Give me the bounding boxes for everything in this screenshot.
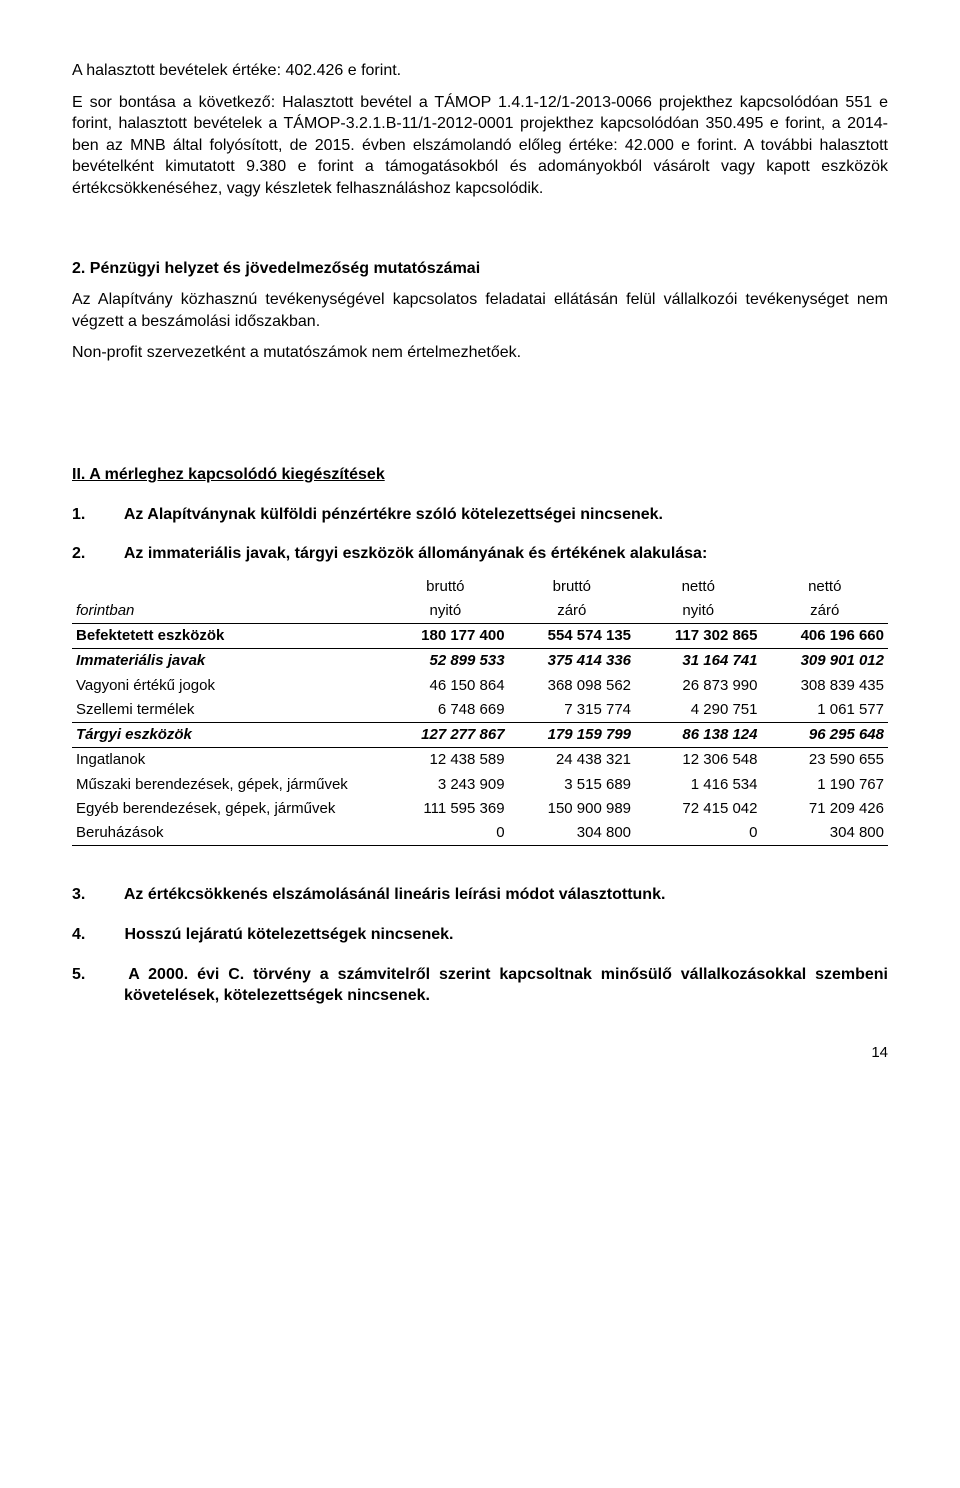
row-value: 0 [382,821,508,846]
row-label: Szellemi termélek [72,698,382,723]
row-label: Beruházások [72,821,382,846]
item-II-5-text: A 2000. évi C. törvény a számvitelről sz… [124,966,888,1005]
item-II-4: 4. Hosszú lejáratú kötelezettségek nincs… [98,924,888,946]
row-value: 3 515 689 [509,773,635,797]
item-II-5: 5. A 2000. évi C. törvény a számvitelről… [98,964,888,1007]
item-number: 3. [98,884,120,906]
row-label: Tárgyi eszközök [72,723,382,748]
row-value: 24 438 321 [509,748,635,773]
col-hdr-brutto2: bruttó [509,575,635,599]
row-value: 72 415 042 [635,797,761,821]
item-number: 5. [98,964,120,986]
row-value: 368 098 562 [509,674,635,698]
unit-label: forintban [72,599,382,624]
row-value: 308 839 435 [762,674,889,698]
row-value: 127 277 867 [382,723,508,748]
row-value: 304 800 [762,821,889,846]
row-value: 46 150 864 [382,674,508,698]
paragraph-3: Az Alapítvány közhasznú tevékenységével … [72,289,888,332]
col-hdr-brutto1: bruttó [382,575,508,599]
row-value: 7 315 774 [509,698,635,723]
row-value: 304 800 [509,821,635,846]
row-value: 309 901 012 [762,649,889,674]
table-row: Szellemi termélek6 748 6697 315 7744 290… [72,698,888,723]
row-value: 179 159 799 [509,723,635,748]
item-number: 2. [98,543,120,565]
table-row: Befektetett eszközök180 177 400554 574 1… [72,624,888,649]
paragraph-1: A halasztott bevételek értéke: 402.426 e… [72,60,888,82]
row-value: 96 295 648 [762,723,889,748]
table-row: Vagyoni értékű jogok46 150 864368 098 56… [72,674,888,698]
row-value: 117 302 865 [635,624,761,649]
row-value: 31 164 741 [635,649,761,674]
row-value: 3 243 909 [382,773,508,797]
item-II-3: 3. Az értékcsökkenés elszámolásánál line… [98,884,888,906]
item-number: 1. [98,504,120,526]
row-value: 1 190 767 [762,773,889,797]
item-II-1: 1. Az Alapítványnak külföldi pénzértékre… [98,504,888,526]
row-value: 111 595 369 [382,797,508,821]
row-value: 1 416 534 [635,773,761,797]
table-row: Beruházások0304 8000304 800 [72,821,888,846]
row-value: 26 873 990 [635,674,761,698]
col-hdr-nyito2: nyitó [635,599,761,624]
row-value: 1 061 577 [762,698,889,723]
row-label: Immateriális javak [72,649,382,674]
col-hdr-zaro1: záró [509,599,635,624]
row-value: 180 177 400 [382,624,508,649]
row-value: 0 [635,821,761,846]
row-value: 375 414 336 [509,649,635,674]
assets-table: bruttó bruttó nettó nettó forintban nyit… [72,575,888,847]
paragraph-4: Non-profit szervezetként a mutatószámok … [72,342,888,364]
table-row: Immateriális javak52 899 533375 414 3363… [72,649,888,674]
row-label: Befektetett eszközök [72,624,382,649]
row-value: 406 196 660 [762,624,889,649]
row-value: 71 209 426 [762,797,889,821]
section-2-title: 2. Pénzügyi helyzet és jövedelmezőség mu… [72,258,888,280]
item-II-4-text: Hosszú lejáratú kötelezettségek nincsene… [124,926,453,943]
item-II-1-text: Az Alapítványnak külföldi pénzértékre sz… [124,506,663,523]
section-II-title: II. A mérleghez kapcsolódó kiegészítések [72,464,888,486]
page-number: 14 [72,1043,888,1063]
row-label: Ingatlanok [72,748,382,773]
row-label: Vagyoni értékű jogok [72,674,382,698]
row-value: 86 138 124 [635,723,761,748]
item-II-2-text: Az immateriális javak, tárgyi eszközök á… [124,545,707,562]
col-hdr-nyito1: nyitó [382,599,508,624]
row-value: 12 306 548 [635,748,761,773]
item-number: 4. [98,924,120,946]
item-II-2: 2. Az immateriális javak, tárgyi eszközö… [98,543,888,565]
table-row: Egyéb berendezések, gépek, járművek111 5… [72,797,888,821]
row-value: 23 590 655 [762,748,889,773]
col-hdr-netto2: nettó [762,575,889,599]
row-value: 12 438 589 [382,748,508,773]
col-hdr-netto1: nettó [635,575,761,599]
row-value: 4 290 751 [635,698,761,723]
row-value: 554 574 135 [509,624,635,649]
col-hdr-zaro2: záró [762,599,889,624]
table-row: Műszaki berendezések, gépek, járművek3 2… [72,773,888,797]
row-label: Műszaki berendezések, gépek, járművek [72,773,382,797]
table-row: Tárgyi eszközök127 277 867179 159 79986 … [72,723,888,748]
row-label: Egyéb berendezések, gépek, járművek [72,797,382,821]
row-value: 6 748 669 [382,698,508,723]
table-row: Ingatlanok12 438 58924 438 32112 306 548… [72,748,888,773]
paragraph-2: E sor bontása a következő: Halasztott be… [72,92,888,200]
row-value: 52 899 533 [382,649,508,674]
item-II-3-text: Az értékcsökkenés elszámolásánál lineári… [124,886,666,903]
row-value: 150 900 989 [509,797,635,821]
